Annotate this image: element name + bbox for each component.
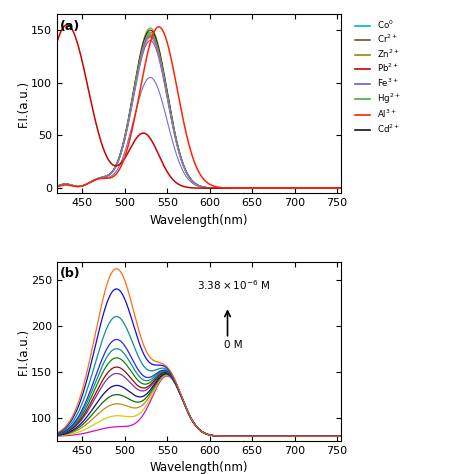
- Y-axis label: F.I.(a.u.): F.I.(a.u.): [17, 328, 29, 375]
- Text: (b): (b): [60, 267, 81, 280]
- X-axis label: Wavelength(nm): Wavelength(nm): [150, 461, 248, 474]
- Text: 0 M: 0 M: [224, 340, 243, 350]
- Y-axis label: F.I.(a.u.): F.I.(a.u.): [17, 80, 30, 128]
- X-axis label: Wavelength(nm): Wavelength(nm): [150, 214, 248, 227]
- Legend: Co$^{0}$, Cr$^{2+}$, Zn$^{2+}$, Pb$^{2+}$, Fe$^{3+}$, Hg$^{2+}$, Al$^{3+}$, Cd$^: Co$^{0}$, Cr$^{2+}$, Zn$^{2+}$, Pb$^{2+}…: [351, 15, 404, 138]
- Text: $3.38\times10^{-6}$ M: $3.38\times10^{-6}$ M: [197, 278, 270, 292]
- Text: (a): (a): [60, 19, 80, 33]
